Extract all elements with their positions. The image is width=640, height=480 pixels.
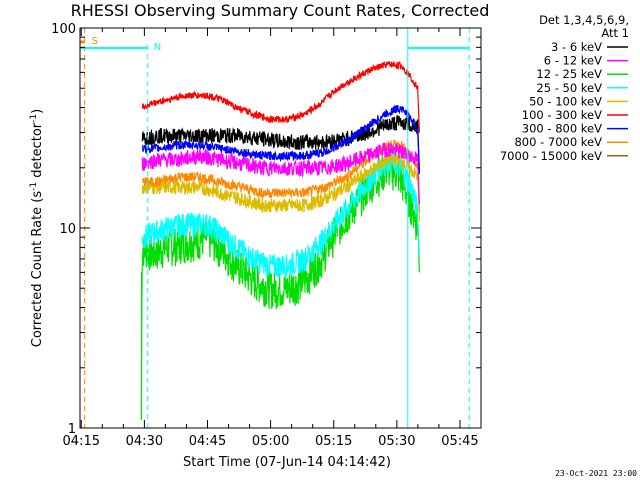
legend-label: 3 - 6 keV	[551, 40, 602, 54]
y-tick-label: 100	[51, 22, 76, 37]
series-line	[141, 115, 420, 172]
series-line	[141, 60, 420, 133]
s-flag-label: S	[92, 36, 98, 47]
series-line	[140, 152, 420, 421]
x-tick-label: 05:15	[315, 434, 352, 449]
y-axis-ticks: 1 10 100	[51, 22, 481, 437]
legend-label: 800 - 7000 keV	[514, 135, 602, 149]
flag-layer: SN	[80, 28, 470, 428]
legend-label: 12 - 25 keV	[536, 67, 602, 81]
plot-frame	[79, 27, 482, 429]
x-tick-label: 04:45	[189, 434, 226, 449]
legend-label: 300 - 800 keV	[522, 122, 602, 136]
x-tick-label: 05:30	[378, 434, 415, 449]
x-axis-ticks: 04:15 04:30 04:45 05:00 05:15 05:30 05:45	[63, 28, 479, 449]
legend-header-line-2: Att 1	[601, 26, 629, 40]
series-line	[141, 142, 420, 204]
legend-label: 6 - 12 keV	[544, 54, 602, 68]
x-tick-label: 05:00	[252, 434, 289, 449]
legend-label: 50 - 100 keV	[529, 94, 602, 108]
x-axis-label: Start Time (07-Jun-14 04:14:42)	[183, 455, 391, 470]
y-axis-label: Corrected Count Rate (s-1 detector-1)	[29, 109, 45, 347]
y-tick-label: 1	[68, 422, 76, 437]
legend-label: 100 - 300 keV	[522, 108, 602, 122]
n-flag-label: N	[154, 42, 161, 53]
x-tick-label: 05:45	[441, 434, 478, 449]
series-line	[141, 151, 420, 222]
x-tick-label: 04:30	[126, 434, 163, 449]
legend-label: 7000 - 15000 keV	[500, 149, 602, 163]
legend-header-line-1: Det 1,3,4,5,6,9,	[539, 13, 629, 27]
generation-timestamp: 23-Oct-2021 23:00	[555, 469, 637, 478]
series-line	[141, 149, 420, 279]
chart-title: RHESSI Observing Summary Count Rates, Co…	[71, 1, 490, 20]
series-layer	[140, 60, 420, 421]
y-tick-label: 10	[59, 222, 76, 237]
legend-label: 25 - 50 keV	[536, 81, 602, 95]
x-tick-label: 04:15	[63, 434, 100, 449]
series-line	[141, 104, 420, 175]
